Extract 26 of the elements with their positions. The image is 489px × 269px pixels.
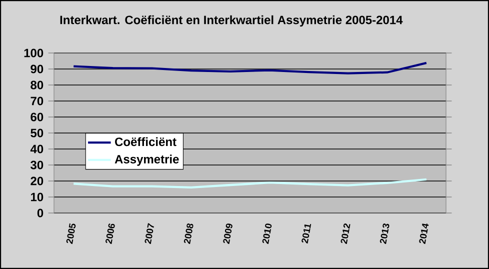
y-tick-label: 90 <box>30 64 44 74</box>
line-series <box>72 178 428 188</box>
x-tick-label: 2014 <box>419 224 429 244</box>
line-series <box>72 62 428 74</box>
y-tick-label: 20 <box>30 176 44 186</box>
chart-title: Interkwart. Coëficiënt en Interkwartiel Assymetrie 2005-2014 <box>60 15 403 27</box>
y-tick-label: 50 <box>30 128 44 138</box>
y-tick-label: 40 <box>30 144 44 154</box>
x-tick-label: 2009 <box>223 224 232 244</box>
x-tick-label: 2007 <box>144 223 154 244</box>
x-tick-label: 2010 <box>262 224 272 244</box>
y-tick-label: 60 <box>30 112 44 122</box>
legend-label: Coëfficiënt <box>115 137 176 146</box>
x-tick-label: 2006 <box>106 224 115 244</box>
x-tick-label: 2011 <box>302 224 312 244</box>
x-tick-label: 2013 <box>380 224 390 244</box>
legend-label: Assymetrie <box>114 154 179 166</box>
y-tick-label: 70 <box>30 96 44 106</box>
y-tick-label: 100 <box>24 48 44 58</box>
y-tick-label: 0 <box>37 208 44 218</box>
x-tick-label: 2008 <box>184 223 194 244</box>
y-tick-label: 10 <box>31 192 44 202</box>
y-tick-label: 80 <box>30 80 44 90</box>
x-tick-label: 2012 <box>340 224 350 244</box>
y-tick-label: 30 <box>30 160 44 170</box>
x-tick-label: 2005 <box>66 223 76 244</box>
